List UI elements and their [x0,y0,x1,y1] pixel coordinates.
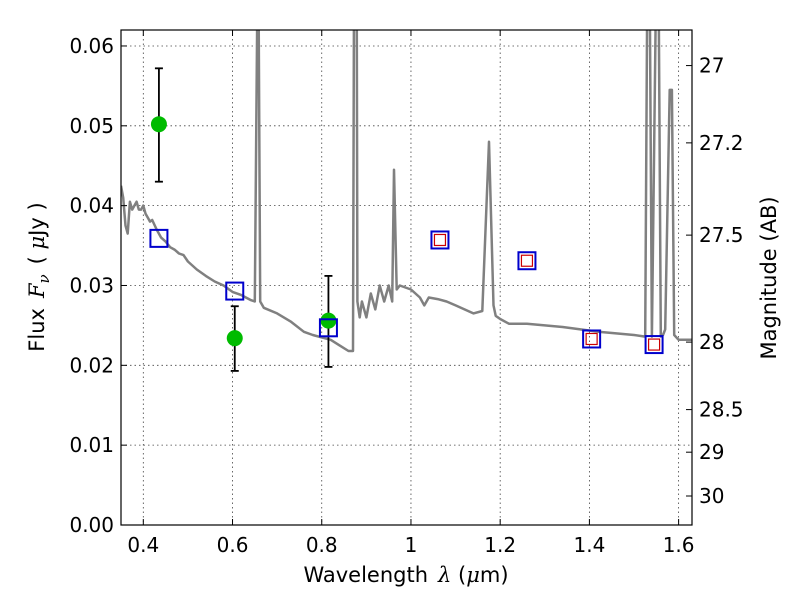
y2-tick-label: 27.5 [699,223,744,247]
model-photometry-square [517,251,537,271]
y-tick-label: 0.00 [69,513,114,537]
plot-frame [120,29,693,526]
y2-tick-label: 27 [699,54,724,78]
y2-axis-label: Magnitude (AB) [757,196,781,359]
x-tick-label: 1.6 [663,533,695,557]
error-bars [154,67,333,372]
y-tick-label: 0.02 [69,353,114,377]
observed-point [226,330,243,347]
model-photometry-square [318,318,338,338]
y-axis-label: FluxFν( μJy ) [25,202,53,351]
observed-point [150,116,167,133]
model-photometry-squares [149,228,664,355]
model-spectrum [121,30,692,353]
x-axis-label: Wavelength λ (μm) [303,563,508,587]
y2-tick-label: 29 [699,440,724,464]
model-photometry-square [644,335,664,355]
model-photometry-square [225,281,245,301]
model-photometry-inner-square [647,338,661,351]
model-photometry-inner-square [433,233,447,247]
observed-points [150,116,337,347]
ticks: 0.4 0.6 0.8 1 1.2 1.4 1.6 0.00 0.01 0.02 0.03 0.04 0… [69,30,744,557]
observed-point [320,312,337,329]
y2-tick-label: 28 [699,330,724,354]
y-tick-label: 0.06 [69,34,114,58]
y-tick-label: 0.04 [69,194,114,218]
model-photometry-square [582,329,602,349]
x-tick-label: 1.2 [484,533,516,557]
y-tick-label: 0.03 [69,273,114,297]
grid [121,30,692,526]
y2-tick-label: 27.2 [699,131,744,155]
x-tick-label: 0.8 [306,533,338,557]
model-photometry-inner-square [585,332,598,346]
model-photometry-square [149,228,169,248]
x-tick-label: 0.6 [217,533,249,557]
x-tick-label: 0.4 [127,533,159,557]
y-tick-label: 0.01 [69,433,114,457]
model-photometry-square [430,230,450,250]
x-tick-label: 1.4 [573,533,605,557]
y-tick-label: 0.05 [69,114,114,138]
x-tick-label: 1 [405,533,418,557]
y2-tick-label: 28.5 [699,398,744,422]
y2-tick-label: 30 [699,484,724,508]
spectrum-line [121,30,692,353]
model-photometry-inner-square [520,254,534,267]
